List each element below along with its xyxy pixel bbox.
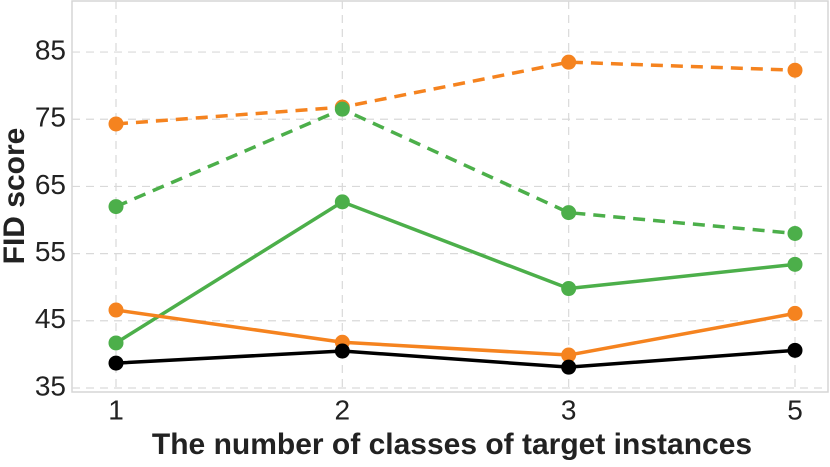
data-point: [334, 194, 350, 210]
data-point: [334, 343, 350, 359]
data-point: [787, 305, 803, 321]
x-tick-label: 2: [335, 394, 351, 425]
data-point: [787, 62, 803, 78]
y-tick-label: 85: [35, 34, 66, 65]
x-tick-label: 3: [561, 394, 577, 425]
data-point: [561, 359, 577, 375]
data-point: [108, 199, 124, 215]
series-line: [115, 200, 796, 345]
series-line: [115, 348, 796, 369]
data-point: [108, 335, 124, 351]
x-tick-label: 1: [108, 394, 124, 425]
data-point: [108, 116, 124, 132]
data-point: [334, 101, 350, 117]
data-point: [561, 205, 577, 221]
y-tick-label: 55: [35, 236, 66, 267]
series-line: [115, 107, 796, 236]
y-tick-label: 75: [35, 102, 66, 133]
data-point: [787, 342, 803, 358]
series-line: [115, 308, 796, 357]
y-axis-label: FID score: [0, 128, 31, 265]
data-point: [561, 281, 577, 297]
series-line: [115, 60, 796, 126]
data-point: [108, 302, 124, 318]
data-point: [787, 256, 803, 272]
data-point: [561, 347, 577, 363]
data-point: [561, 54, 577, 70]
y-tick-label: 45: [35, 303, 66, 334]
y-tick-label: 35: [35, 370, 66, 401]
data-point: [787, 225, 803, 241]
x-tick-label: 5: [787, 394, 803, 425]
x-axis-label: The number of classes of target instance…: [152, 428, 752, 461]
y-tick-label: 65: [35, 169, 66, 200]
plot-frame: [71, 0, 829, 393]
data-point: [108, 355, 124, 371]
